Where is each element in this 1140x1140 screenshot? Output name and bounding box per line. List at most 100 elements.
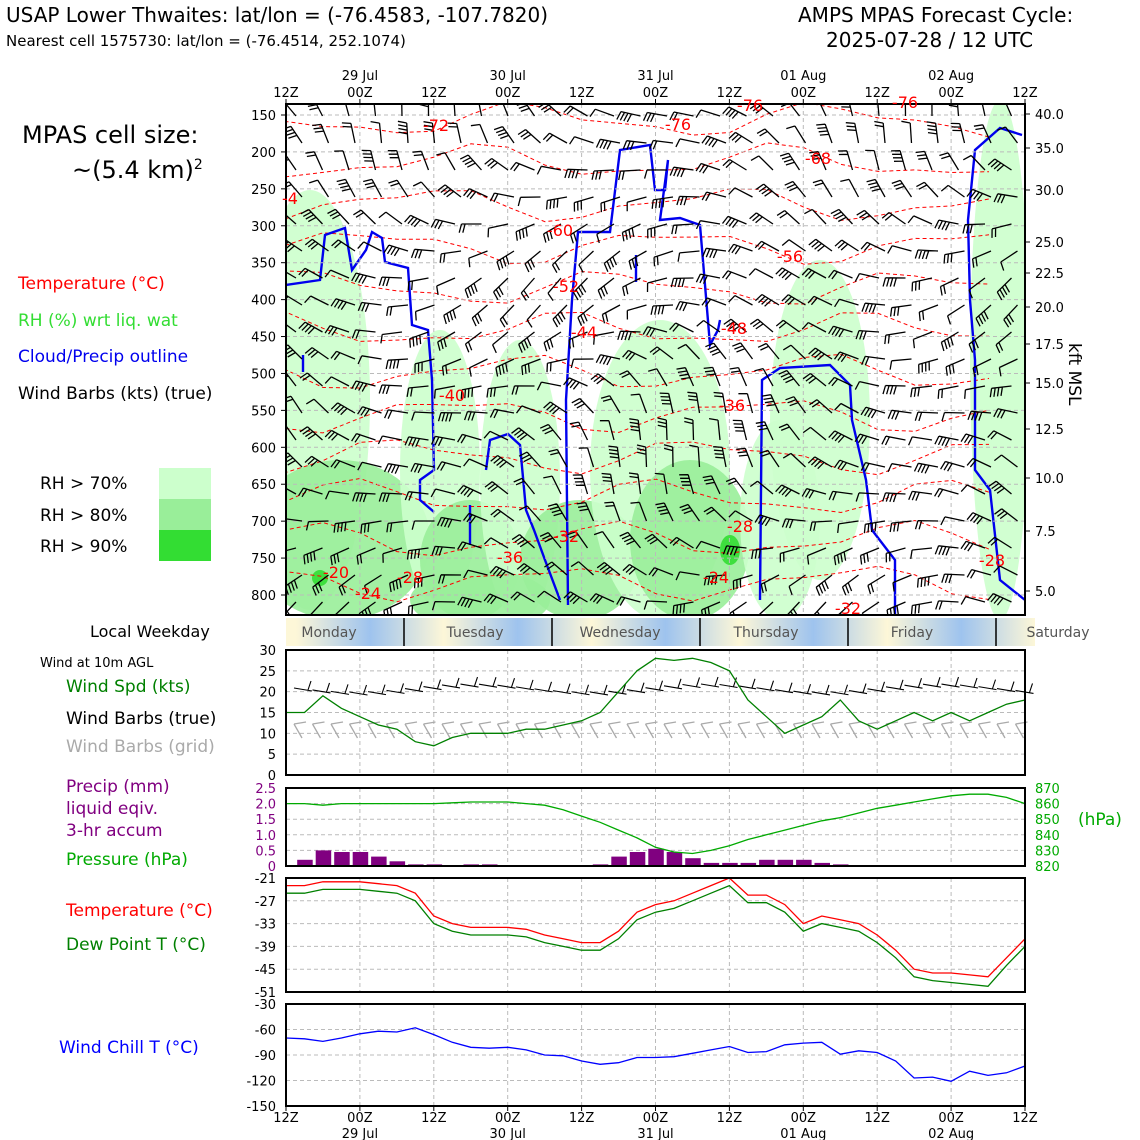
wind-barb-103 <box>784 180 807 198</box>
wind-barb-172 <box>378 276 403 287</box>
wind-barb-436 <box>703 506 727 522</box>
wind-barb-273 <box>833 351 859 363</box>
wind-barb-109 <box>940 184 965 198</box>
wind-barb-279 <box>998 358 1018 377</box>
wind-barb-334 <box>967 410 992 421</box>
wind-barb-513 <box>510 591 535 603</box>
wind-barb-504 <box>286 601 297 615</box>
wind-grid-label: Wind Barbs (grid) <box>66 737 215 757</box>
dew-label: Dew Point T (°C) <box>66 935 206 955</box>
wind-barb-62 <box>436 152 456 171</box>
wind-barb-true <box>959 677 979 689</box>
wind-barb-169 <box>298 267 323 279</box>
wind-barb-95 <box>573 196 594 212</box>
wind-barb-154 <box>653 250 674 267</box>
wind-barb-67 <box>564 168 588 179</box>
date-label-top: 30 Jul <box>490 69 526 84</box>
wind-barb-427 <box>462 512 488 524</box>
wind-barb-grid <box>644 721 658 739</box>
wind-barb-341 <box>404 436 429 448</box>
wind-barb-115 <box>353 209 376 225</box>
wind-barb-378 <box>663 444 674 468</box>
precip-bar <box>685 858 701 866</box>
wind-barb-252 <box>286 344 303 360</box>
wind-barb-150 <box>551 250 568 274</box>
wind-barb-243 <box>775 319 800 333</box>
pressure-tick-label: 550 <box>251 404 276 419</box>
wind-barb-313 <box>411 411 435 421</box>
wind-barb-287 <box>460 385 482 399</box>
temp-contour-3 <box>286 232 990 265</box>
wind-barb-420 <box>286 518 303 522</box>
windchill-label: Wind Chill T (°C) <box>59 1038 199 1058</box>
wind-barb-487 <box>570 561 594 576</box>
wind-barb-406 <box>654 472 668 495</box>
wind-barb-284 <box>378 384 403 395</box>
wind-barb-grid <box>607 721 621 739</box>
wind-barb-384 <box>807 456 833 470</box>
wind-barb-44 <box>701 135 727 148</box>
wind-barb-181 <box>622 277 641 297</box>
wind-barb-266 <box>649 346 674 360</box>
cell-size-label: MPAS cell size: <box>22 121 199 149</box>
wind-barb-true <box>811 684 831 696</box>
wind-barb-329 <box>834 402 859 414</box>
wind-barb-true <box>367 684 387 696</box>
chill-panel-ytick-label: -120 <box>246 1075 276 1090</box>
wind-barb-342 <box>430 435 456 447</box>
wind-barb-215 <box>781 294 806 306</box>
wind-barb-283 <box>351 380 376 392</box>
wind-barb-201 <box>414 304 435 321</box>
wind-barb-410 <box>749 480 774 495</box>
wind-barb-246 <box>855 329 880 340</box>
wind-barb-291 <box>563 377 588 390</box>
wind-barb-166 <box>971 250 992 268</box>
rh-region-7 <box>630 460 750 615</box>
pressure-tick-label: 800 <box>251 589 276 604</box>
wind-barb-325 <box>738 393 754 414</box>
wind-barb-84 <box>286 181 303 198</box>
wind-barb-20 <box>819 104 827 117</box>
kft-tick-label: 5.0 <box>1035 585 1056 600</box>
wind-barb-175 <box>464 277 482 299</box>
precip-label-3: 3-hr accum <box>66 821 163 841</box>
precip-panel-ytick-label: 2.0 <box>255 798 276 813</box>
date-label-bottom: 01 Aug <box>780 1127 826 1140</box>
wind-barb-260 <box>495 358 515 377</box>
wind-barb-30 <box>341 122 356 144</box>
wind-barb-375 <box>578 447 595 468</box>
wind-barb-377 <box>636 444 648 468</box>
wind-spd-label: Wind Spd (kts) <box>66 677 191 697</box>
wind-barb-true <box>312 682 331 694</box>
wind-barb-69 <box>618 169 641 181</box>
temp-contour-label: -60 <box>547 221 573 240</box>
temp-panel-ytick-label: -45 <box>255 963 276 978</box>
chill-panel-ytick-label: -60 <box>255 1024 276 1039</box>
wind-barb-74 <box>750 155 774 171</box>
wind-barb-63 <box>459 154 482 171</box>
pressure-axis-ytick-label: 870 <box>1035 782 1060 797</box>
wind-barb-18 <box>749 104 774 117</box>
wind-barb-185 <box>721 270 747 280</box>
wind-barb-29 <box>312 123 330 144</box>
wind-barb-168 <box>286 271 297 279</box>
pressure-axis-ytick-label: 830 <box>1035 844 1060 859</box>
temperature-line <box>286 877 1026 978</box>
precip-panel-ytick-label: 1.0 <box>255 829 276 844</box>
wind-barb-grid <box>681 721 695 739</box>
legend-temperature: Temperature (°C) <box>18 274 165 294</box>
wind-barb-183 <box>670 277 694 288</box>
wind-barb-393 <box>298 487 323 498</box>
temp-contour-label: -68 <box>805 149 831 168</box>
wind-barb-233 <box>518 331 535 353</box>
wind-barb-438 <box>754 514 780 527</box>
pressure-axis-ytick-label: 860 <box>1035 798 1060 813</box>
wind-barb-42 <box>649 139 674 150</box>
weekday-segment-2 <box>591 618 740 646</box>
wind-barb-271 <box>782 344 806 360</box>
precip-label-2: liquid eqiv. <box>66 799 159 819</box>
wind-barb-445 <box>940 516 965 526</box>
wind-barb-213 <box>728 295 753 306</box>
wind-barb-grid <box>570 721 584 739</box>
